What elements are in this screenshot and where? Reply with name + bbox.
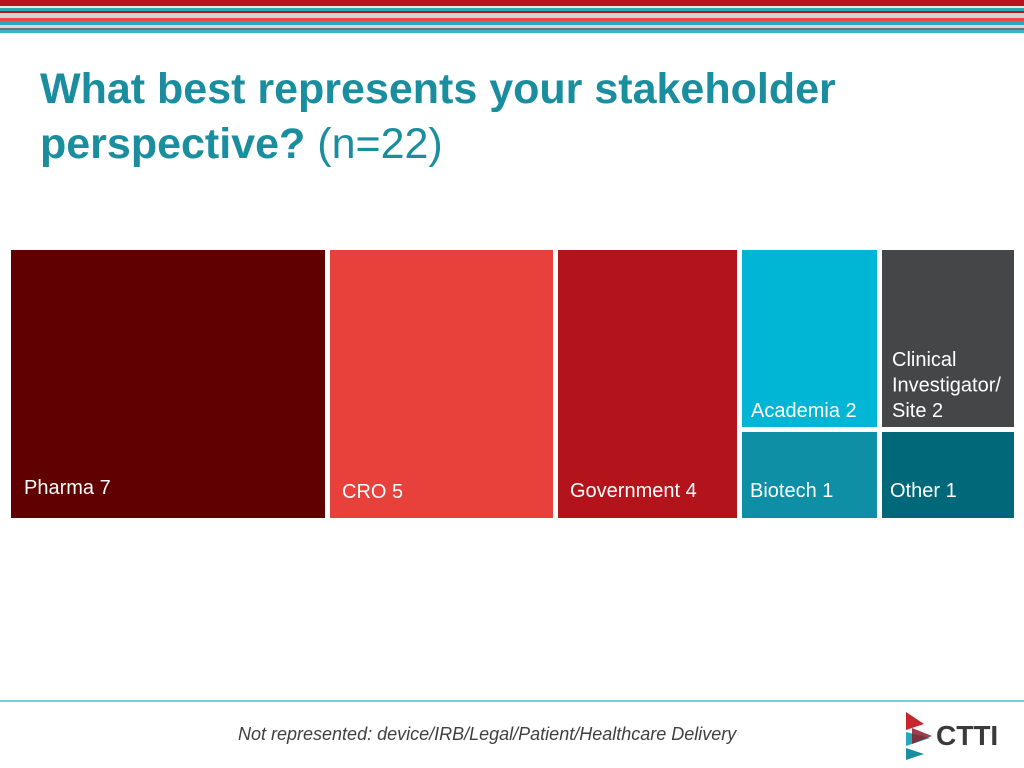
logo-text: CTTI (936, 720, 999, 751)
treemap-cell-biotech (742, 432, 877, 518)
treemap-label-other: Other 1 (890, 480, 957, 502)
slide-title-sample-size: (n=22) (317, 120, 443, 168)
treemap-cell-other (882, 432, 1014, 518)
treemap-cell-clinical-investigator-site (882, 250, 1014, 427)
ctti-logo-icon (906, 712, 932, 760)
treemap-label-academia: Academia 2 (751, 400, 857, 422)
slide-title: What best represents your stakeholder pe… (40, 62, 1000, 172)
top-decorative-stripes (0, 0, 1024, 36)
treemap-cell-academia (742, 250, 877, 427)
treemap-label-cro: CRO 5 (342, 481, 403, 503)
treemap-label-government: Government 4 (570, 480, 697, 502)
treemap-cell-pharma (11, 250, 325, 518)
slide-title-main: What best represents your stakeholder pe… (40, 65, 836, 168)
footer-divider (0, 700, 1024, 702)
treemap-cell-cro (330, 250, 553, 518)
treemap-label-pharma: Pharma 7 (24, 477, 111, 499)
treemap-cell-government (558, 250, 737, 518)
treemap-label-clinical-investigator-site: Clinical Investigator/Site 2 (892, 349, 1001, 422)
treemap-label-biotech: Biotech 1 (750, 480, 833, 502)
footnote: Not represented: device/IRB/Legal/Patien… (238, 724, 737, 744)
